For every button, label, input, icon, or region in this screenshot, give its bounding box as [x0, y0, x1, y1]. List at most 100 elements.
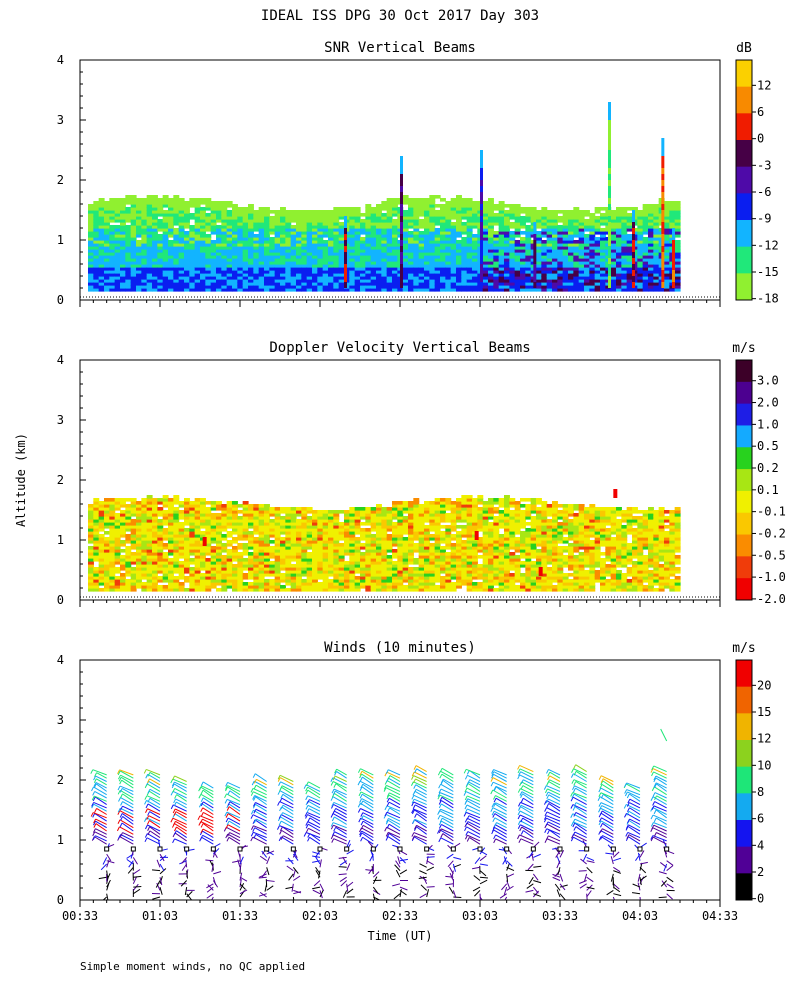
doppler-cell [253, 564, 260, 568]
doppler-cell [280, 576, 286, 580]
snr-cell [114, 276, 121, 280]
snr-cell [242, 279, 249, 283]
snr-cell [226, 258, 233, 262]
snr-cell [621, 252, 628, 256]
snr-cell [520, 207, 526, 211]
snr-cell [301, 264, 308, 268]
doppler-cell [328, 579, 334, 583]
doppler-cell [312, 564, 318, 568]
snr-cell [610, 249, 617, 253]
snr-cell [562, 249, 569, 253]
snr-echo-streak [661, 174, 665, 180]
doppler-cell [285, 507, 292, 511]
snr-cell [413, 219, 420, 223]
snr-cell [381, 246, 388, 250]
doppler-cell [152, 543, 158, 547]
doppler-cell [354, 579, 361, 583]
snr-echo-streak [672, 228, 675, 234]
snr-cell [317, 255, 324, 259]
doppler-cell [226, 501, 233, 505]
snr-cell [205, 225, 212, 229]
doppler-cell [210, 561, 217, 565]
doppler-cell [205, 582, 212, 586]
snr-cell [290, 240, 297, 244]
doppler-cell [146, 519, 153, 523]
doppler-cell [226, 558, 233, 562]
snr-echo-streak [480, 192, 483, 198]
snr-cell [520, 210, 526, 214]
snr-cell [632, 207, 638, 211]
snr-cell [296, 213, 302, 217]
doppler-cell [141, 555, 148, 559]
doppler-cell [328, 573, 334, 577]
snr-cell [200, 198, 206, 202]
snr-cell [594, 267, 601, 271]
doppler-cell [312, 540, 318, 544]
snr-cell [312, 234, 318, 238]
doppler-cell [130, 501, 137, 505]
snr-cell [434, 213, 441, 217]
snr-cell [450, 246, 457, 250]
snr-cell [194, 213, 201, 217]
snr-echo-streak [632, 210, 635, 216]
doppler-cell [392, 585, 398, 589]
doppler-cell [296, 570, 302, 574]
doppler-cell [210, 570, 217, 574]
snr-cell [392, 246, 398, 250]
doppler-cell [333, 537, 340, 541]
doppler-cell [88, 507, 94, 511]
snr-cell [178, 273, 185, 277]
snr-cell [456, 219, 462, 223]
doppler-cell [376, 576, 382, 580]
snr-cell [429, 258, 436, 262]
snr-cell [130, 228, 137, 232]
snr-cell [381, 231, 388, 235]
doppler-cell [381, 513, 388, 517]
snr-cell [514, 222, 521, 226]
snr-cell [376, 228, 382, 232]
doppler-cell [237, 564, 244, 568]
snr-cell [317, 216, 324, 220]
snr-cell [461, 282, 468, 286]
doppler-cell [168, 573, 174, 577]
snr-cell [216, 273, 222, 277]
doppler-cell [312, 513, 318, 517]
snr-cell [413, 273, 420, 277]
snr-cell [178, 246, 185, 250]
doppler-cell [152, 537, 158, 541]
doppler-cell [146, 582, 153, 586]
snr-cell [616, 210, 622, 214]
snr-cell [258, 225, 265, 229]
snr-cell [520, 252, 526, 256]
snr-cell [493, 267, 500, 271]
doppler-cell [258, 558, 265, 562]
snr-cell [509, 231, 516, 235]
doppler-cell [226, 585, 233, 589]
snr-cell [642, 288, 649, 292]
snr-cell [312, 237, 318, 241]
doppler-cell [210, 507, 217, 511]
doppler-cell [216, 573, 222, 577]
snr-cell [509, 255, 516, 259]
doppler-cell [349, 528, 356, 532]
doppler-cell [178, 588, 185, 592]
doppler-cell [125, 540, 132, 544]
snr-cell [317, 267, 324, 271]
snr-cell [610, 222, 617, 226]
snr-cell [429, 228, 436, 232]
doppler-cell [88, 555, 94, 559]
snr-cell [136, 246, 142, 250]
doppler-cell [242, 573, 249, 577]
snr-cell [525, 225, 532, 229]
snr-cell [402, 198, 409, 202]
doppler-cell [349, 582, 356, 586]
snr-cell [557, 216, 564, 220]
snr-cell [253, 279, 260, 283]
snr-cell [136, 288, 142, 292]
snr-cell [301, 279, 308, 283]
doppler-cell [269, 546, 276, 550]
snr-cell [136, 258, 142, 262]
doppler-cell [386, 537, 393, 541]
snr-cell [488, 219, 494, 223]
snr-cell [488, 279, 494, 283]
